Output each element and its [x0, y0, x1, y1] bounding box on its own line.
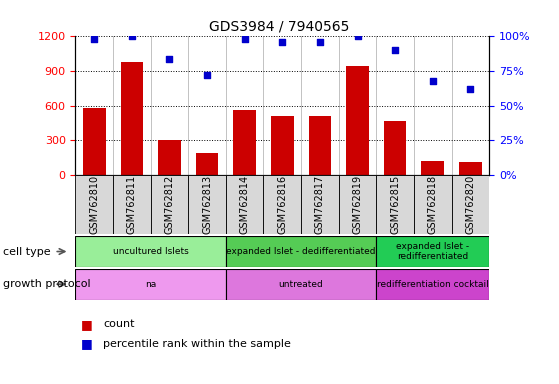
Bar [376, 269, 489, 300]
Bar [309, 116, 331, 175]
Bar [376, 236, 489, 267]
Bar [234, 110, 256, 175]
Bar [113, 175, 151, 234]
Text: expanded Islet -
redifferentiated: expanded Islet - redifferentiated [396, 242, 469, 261]
Bar [226, 269, 376, 300]
Bar [196, 153, 219, 175]
Text: redifferentiation cocktail: redifferentiation cocktail [377, 280, 489, 289]
Bar [452, 175, 489, 234]
Bar [188, 175, 226, 234]
Text: GSM762813: GSM762813 [202, 175, 212, 234]
Bar [459, 162, 482, 175]
Text: growth protocol: growth protocol [3, 279, 91, 289]
Text: GSM762814: GSM762814 [240, 175, 250, 234]
Bar [75, 236, 226, 267]
Bar [158, 139, 181, 175]
Text: expanded Islet - dedifferentiated: expanded Islet - dedifferentiated [226, 247, 376, 256]
Bar [339, 175, 376, 234]
Bar [226, 236, 376, 267]
Text: ■: ■ [81, 337, 93, 350]
Bar [414, 175, 452, 234]
Text: count: count [103, 319, 135, 329]
Text: percentile rank within the sample: percentile rank within the sample [103, 339, 291, 349]
Point [165, 56, 174, 62]
Bar [151, 175, 188, 234]
Text: cell type: cell type [3, 247, 50, 257]
Point [127, 33, 136, 40]
Text: GDS3984 / 7940565: GDS3984 / 7940565 [209, 19, 350, 33]
Text: ■: ■ [81, 318, 93, 331]
Bar [384, 121, 406, 175]
Bar [75, 175, 113, 234]
Text: GSM762816: GSM762816 [277, 175, 287, 234]
Text: GSM762811: GSM762811 [127, 175, 137, 234]
Text: GSM762818: GSM762818 [428, 175, 438, 234]
Bar [376, 175, 414, 234]
Text: GSM762812: GSM762812 [164, 175, 174, 234]
Bar [271, 116, 293, 175]
Point [353, 33, 362, 40]
Text: GSM762819: GSM762819 [353, 175, 362, 234]
Text: GSM762810: GSM762810 [89, 175, 100, 234]
Bar [346, 66, 369, 175]
Bar [226, 175, 263, 234]
Bar [83, 108, 106, 175]
Point [315, 39, 324, 45]
Point [90, 36, 99, 42]
Text: GSM762820: GSM762820 [465, 175, 475, 234]
Bar [121, 62, 143, 175]
Point [428, 78, 437, 84]
Bar [421, 161, 444, 175]
Point [202, 72, 211, 78]
Point [278, 39, 287, 45]
Text: na: na [145, 280, 157, 289]
Bar [301, 175, 339, 234]
Text: GSM762815: GSM762815 [390, 175, 400, 234]
Text: untreated: untreated [279, 280, 324, 289]
Text: uncultured Islets: uncultured Islets [113, 247, 188, 256]
Point [466, 86, 475, 92]
Bar [263, 175, 301, 234]
Bar [75, 269, 226, 300]
Point [391, 47, 400, 53]
Point [240, 36, 249, 42]
Text: GSM762817: GSM762817 [315, 175, 325, 234]
